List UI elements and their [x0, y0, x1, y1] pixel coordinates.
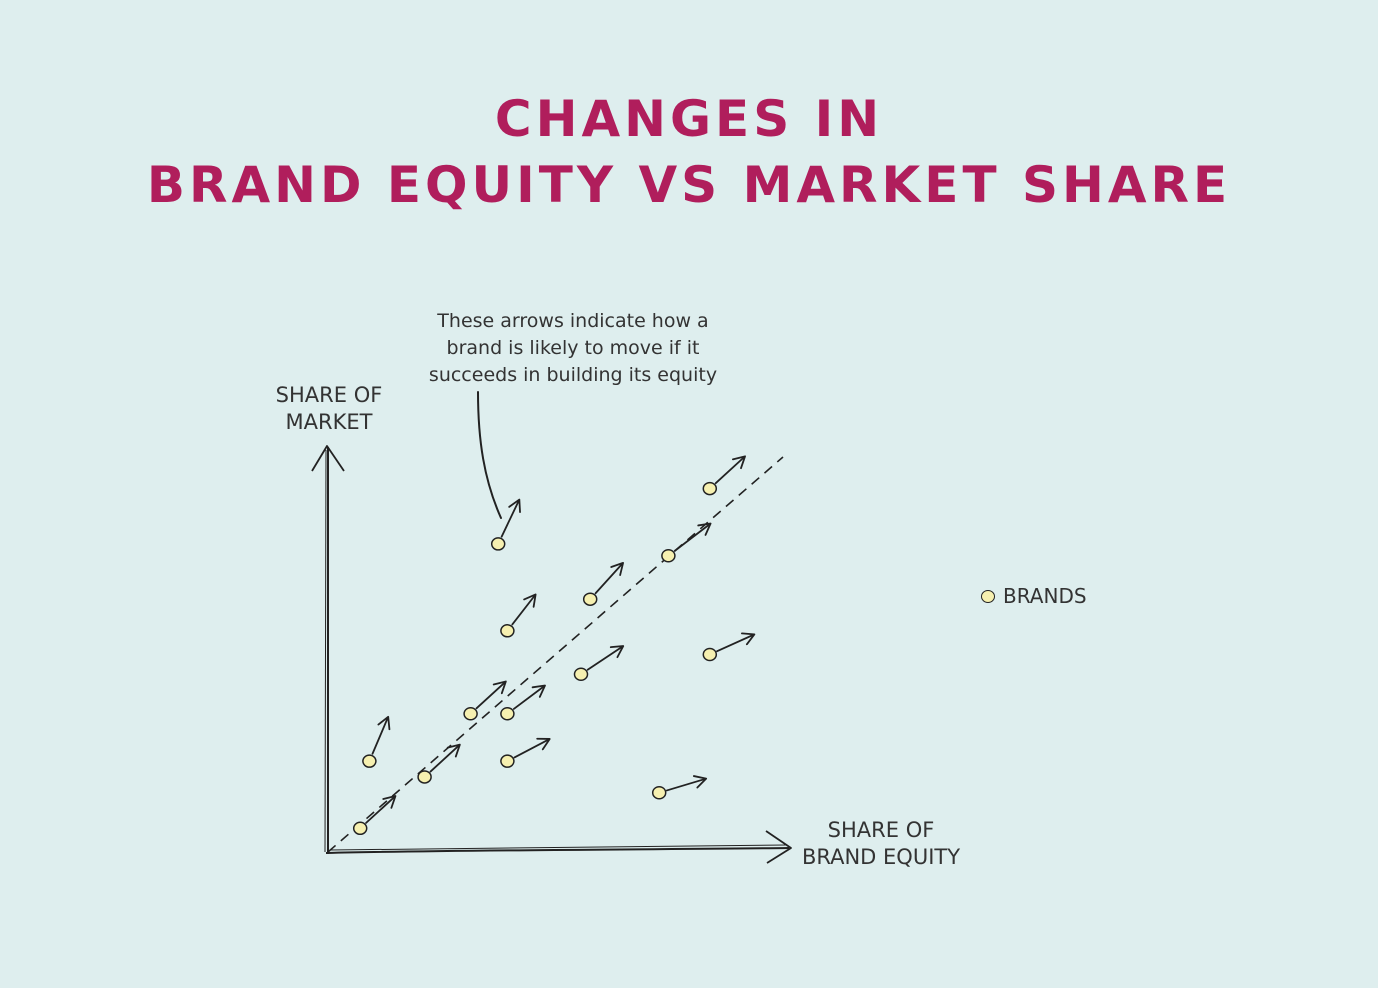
legend-label: BRANDS — [1003, 584, 1087, 608]
movement-arrow-14 — [714, 455, 746, 485]
x-axis-arrowhead — [765, 830, 792, 864]
brand-point-14 — [702, 481, 718, 496]
brand-point-4 — [463, 707, 478, 721]
brand-point-7 — [500, 624, 515, 638]
x-axis-line-echo — [329, 844, 787, 851]
chart-title-line-1: CHANGES IN — [494, 90, 884, 148]
movement-arrow-1 — [365, 795, 397, 824]
brand-point-13 — [702, 647, 718, 662]
brand-point-10 — [582, 592, 598, 606]
y-axis-label-line-1: SHARE OF — [275, 383, 383, 407]
x-axis-label: SHARE OF BRAND EQUITY — [796, 817, 966, 871]
data-marks — [327, 455, 784, 853]
x-axis-label-line-1: SHARE OF — [827, 818, 935, 842]
axes — [311, 445, 792, 864]
movement-arrow-12 — [665, 775, 708, 792]
movement-arrow-5 — [513, 737, 551, 759]
brand-point-8 — [490, 537, 506, 551]
brand-point-12 — [651, 786, 667, 800]
brand-point-11 — [661, 549, 676, 563]
legend-brand-marker-icon — [981, 589, 995, 603]
movement-arrow-6 — [512, 684, 546, 710]
movement-arrow-2 — [371, 715, 391, 755]
brand-point-5 — [500, 754, 515, 768]
annotation-leader-line — [477, 391, 502, 519]
movement-arrow-8 — [500, 498, 521, 538]
movement-arrow-3 — [429, 743, 461, 773]
movement-arrow-4 — [475, 680, 507, 710]
y-axis-label-line-2: MARKET — [285, 410, 373, 434]
chart-title-line-2: BRAND EQUITY VS MARKET SHARE — [146, 156, 1232, 214]
brand-point-3 — [417, 770, 432, 784]
movement-arrow-7 — [511, 593, 537, 626]
brand-point-2 — [362, 754, 377, 768]
movement-arrow-11 — [673, 522, 712, 552]
x-axis-label-line-2: BRAND EQUITY — [801, 845, 961, 869]
x-axis-line — [325, 847, 790, 854]
brand-point-1 — [352, 821, 368, 836]
legend: BRANDS — [981, 584, 1087, 608]
annotation-text: These arrows indicate how a brand is lik… — [428, 310, 718, 386]
y-axis-arrowhead — [311, 445, 345, 472]
y-axis-line-echo — [324, 449, 327, 853]
movement-arrow-13 — [716, 632, 756, 653]
brand-point-6 — [500, 707, 515, 721]
movement-arrow-9 — [586, 645, 625, 671]
brand-point-9 — [573, 667, 589, 681]
movement-arrow-10 — [594, 562, 624, 595]
y-axis-label: SHARE OF MARKET — [262, 382, 396, 436]
y-axis-line — [326, 446, 330, 855]
